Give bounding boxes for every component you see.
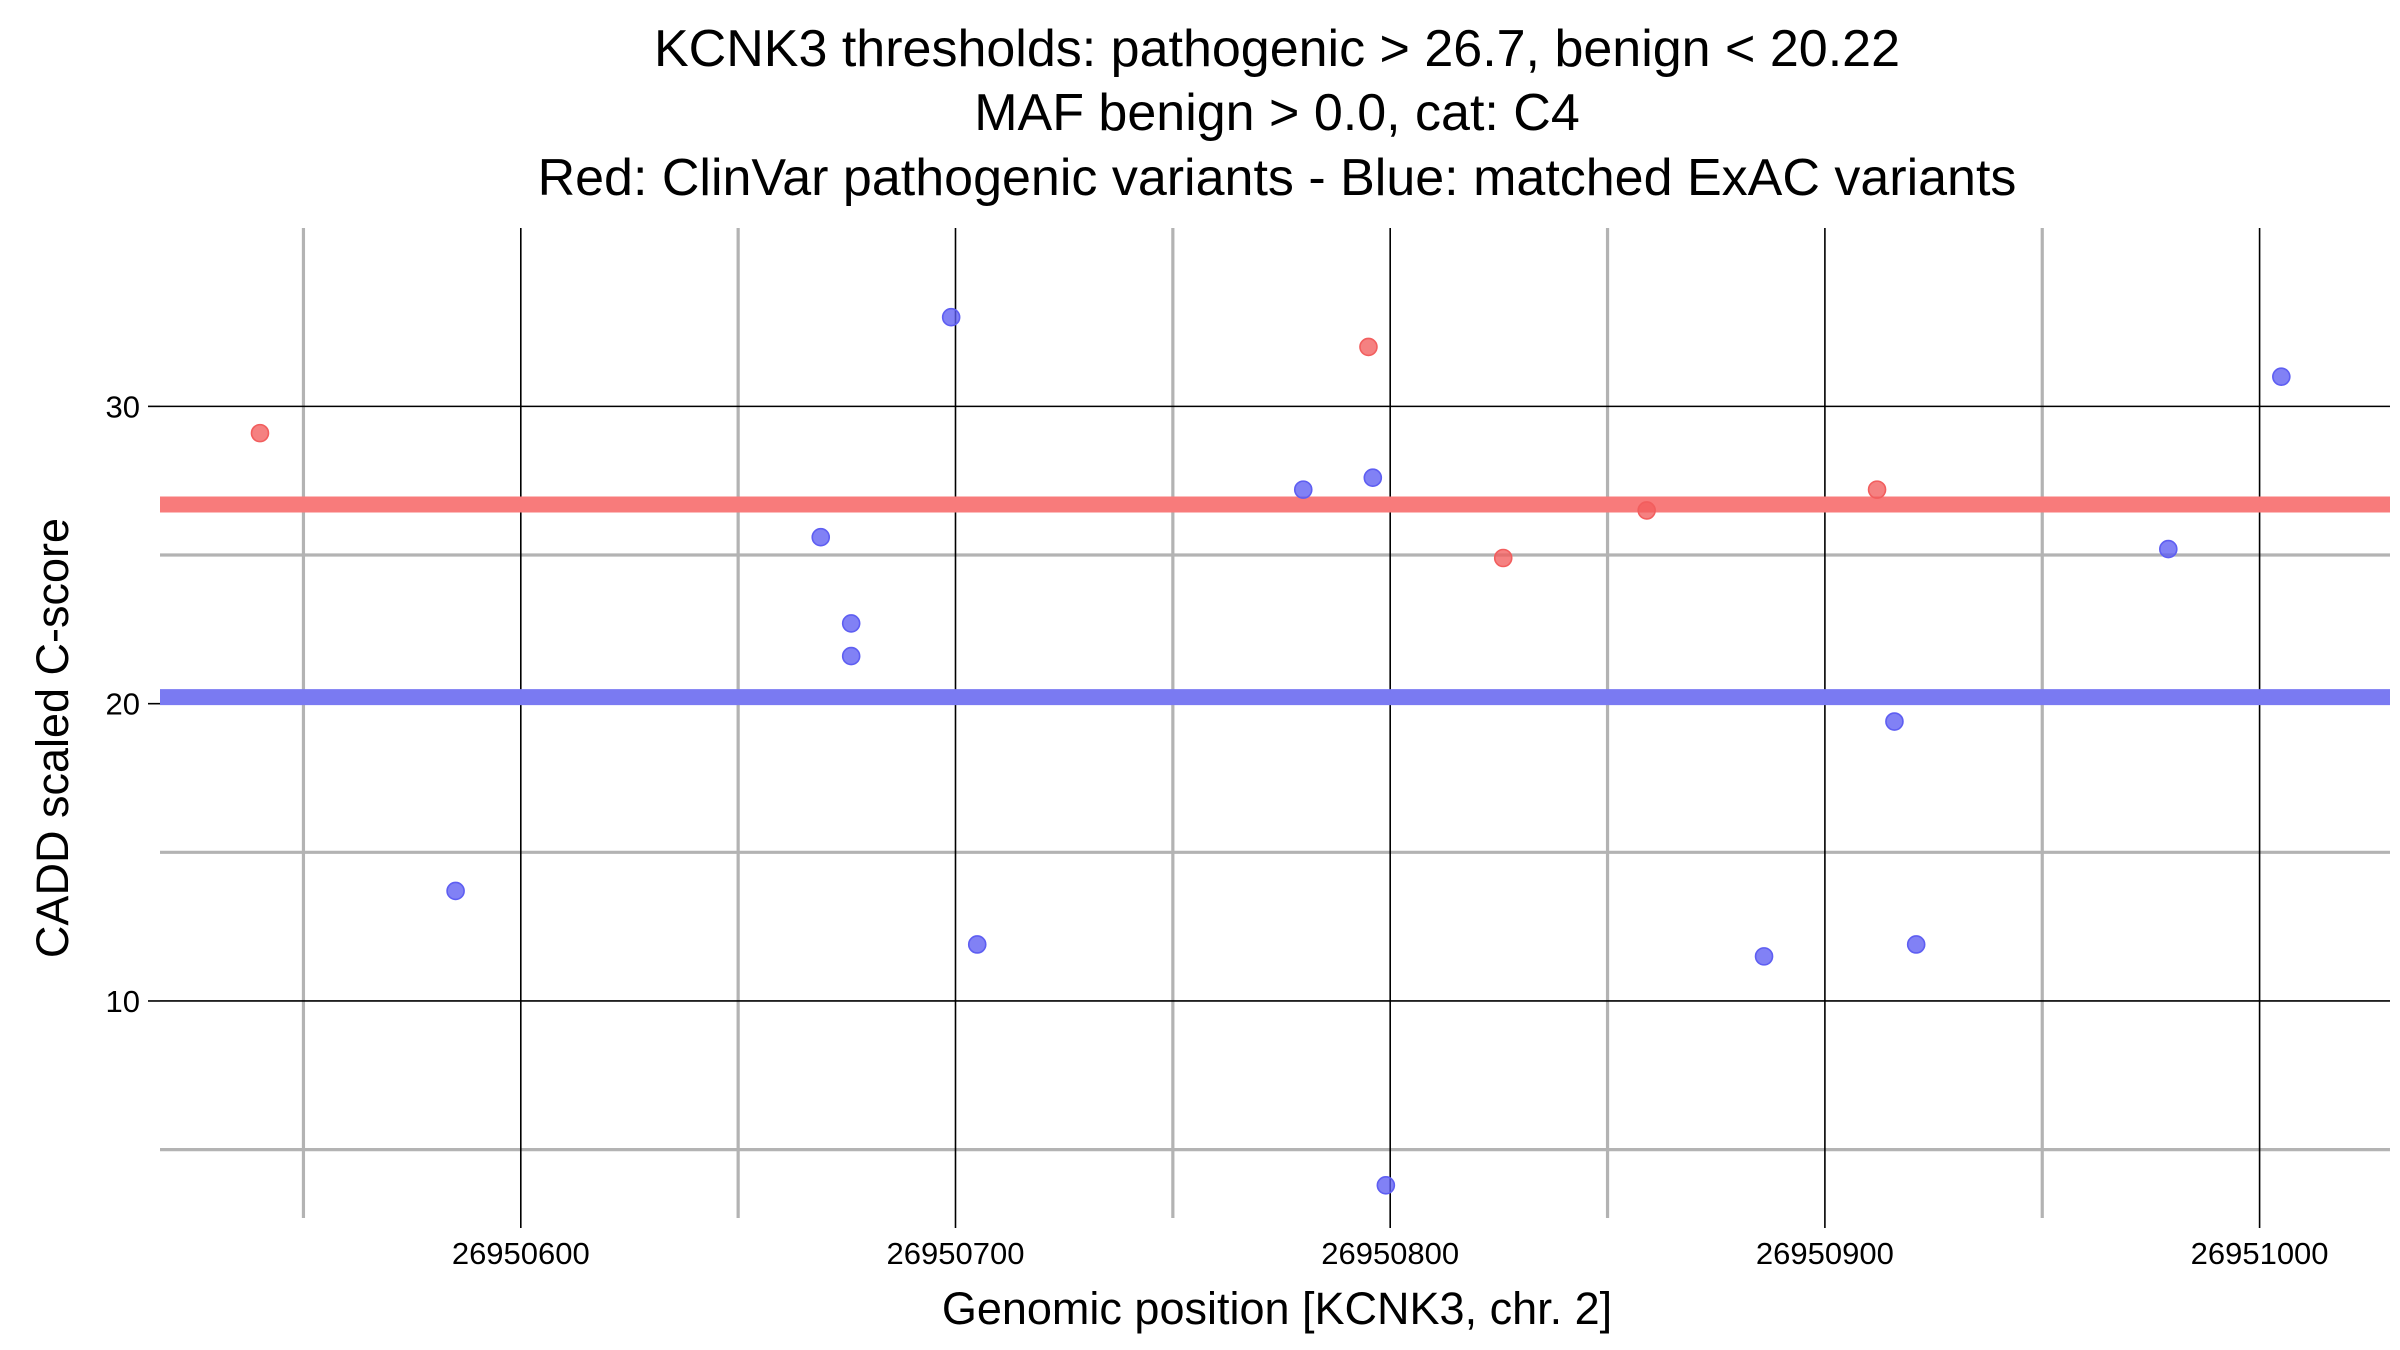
benign-variant-point bbox=[1906, 935, 1926, 954]
benign-variant-point bbox=[1754, 947, 1774, 966]
benign-variant-point bbox=[1293, 480, 1313, 499]
benign-variant-point bbox=[2159, 539, 2178, 559]
y-axis-title: CADD scaled C-score bbox=[27, 518, 78, 958]
x-tick-label: 26951000 bbox=[2191, 1236, 2329, 1271]
pathogenic-variant-point bbox=[1637, 501, 1656, 520]
benign-variant-point bbox=[1376, 1175, 1396, 1195]
pathogenic-variant-point bbox=[1359, 337, 1378, 357]
pathogenic-variant-point bbox=[250, 423, 270, 443]
data-points bbox=[250, 307, 2291, 1195]
chart-title: KCNK3 thresholds: pathogenic > 26.7, ben… bbox=[538, 20, 2017, 207]
pathogenic-variant-point bbox=[1493, 548, 1513, 568]
x-tick-label: 26950900 bbox=[1756, 1236, 1894, 1271]
benign-variant-point bbox=[446, 881, 465, 901]
y-tick-label: 20 bbox=[106, 687, 140, 722]
title-line-3: Red: ClinVar pathogenic variants - Blue:… bbox=[538, 149, 2017, 207]
benign-variant-point bbox=[811, 527, 831, 547]
benign-variant-point bbox=[841, 614, 861, 633]
title-line-1: KCNK3 thresholds: pathogenic > 26.7, ben… bbox=[654, 20, 1900, 78]
benign-variant-point bbox=[841, 646, 861, 666]
x-axis-title: Genomic position [KCNK3, chr. 2] bbox=[942, 1283, 1612, 1334]
axis-ticks: 26950600 26950700 26950800 26950900 26951000… bbox=[106, 389, 2329, 1271]
title-line-2: MAF benign > 0.0, cat: C4 bbox=[974, 84, 1580, 142]
benign-variant-point bbox=[1363, 468, 1383, 488]
x-tick-label: 26950700 bbox=[887, 1236, 1025, 1271]
benign-variant-point bbox=[1885, 712, 1904, 731]
benign-variant-point bbox=[967, 935, 987, 954]
x-tick-label: 26950800 bbox=[1321, 1236, 1459, 1271]
pathogenic-variant-point bbox=[1867, 480, 1887, 499]
major-gridlines bbox=[160, 228, 2390, 1218]
x-tick-label: 26950600 bbox=[452, 1236, 590, 1271]
y-tick-label: 30 bbox=[106, 389, 140, 424]
benign-variant-point bbox=[941, 307, 961, 327]
threshold-lines bbox=[160, 496, 2390, 706]
minor-gridlines bbox=[160, 228, 2390, 1218]
benign-variant-point bbox=[2272, 367, 2291, 386]
y-tick-label: 10 bbox=[106, 984, 140, 1019]
